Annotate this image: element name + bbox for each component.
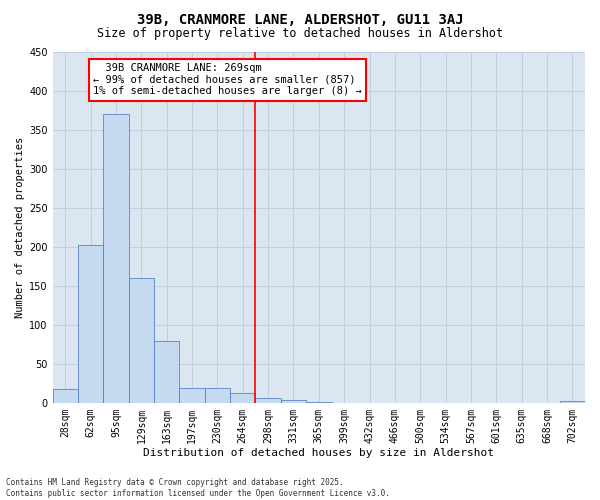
Text: 39B, CRANMORE LANE, ALDERSHOT, GU11 3AJ: 39B, CRANMORE LANE, ALDERSHOT, GU11 3AJ (137, 12, 463, 26)
Text: Size of property relative to detached houses in Aldershot: Size of property relative to detached ho… (97, 28, 503, 40)
Bar (179, 388, 205, 403)
Text: 39B CRANMORE LANE: 269sqm  
← 99% of detached houses are smaller (857)
1% of sem: 39B CRANMORE LANE: 269sqm ← 99% of detac… (93, 63, 362, 96)
Bar (129, 278, 154, 403)
Bar (78, 246, 103, 403)
Bar (306, 402, 332, 403)
Bar (103, 114, 129, 403)
Bar (53, 389, 78, 403)
Bar (205, 388, 230, 403)
Bar (560, 401, 585, 403)
Bar (230, 393, 256, 403)
X-axis label: Distribution of detached houses by size in Aldershot: Distribution of detached houses by size … (143, 448, 494, 458)
Y-axis label: Number of detached properties: Number of detached properties (15, 136, 25, 318)
Bar (154, 340, 179, 403)
Bar (256, 398, 281, 403)
Bar (281, 400, 306, 403)
Text: Contains HM Land Registry data © Crown copyright and database right 2025.
Contai: Contains HM Land Registry data © Crown c… (6, 478, 390, 498)
